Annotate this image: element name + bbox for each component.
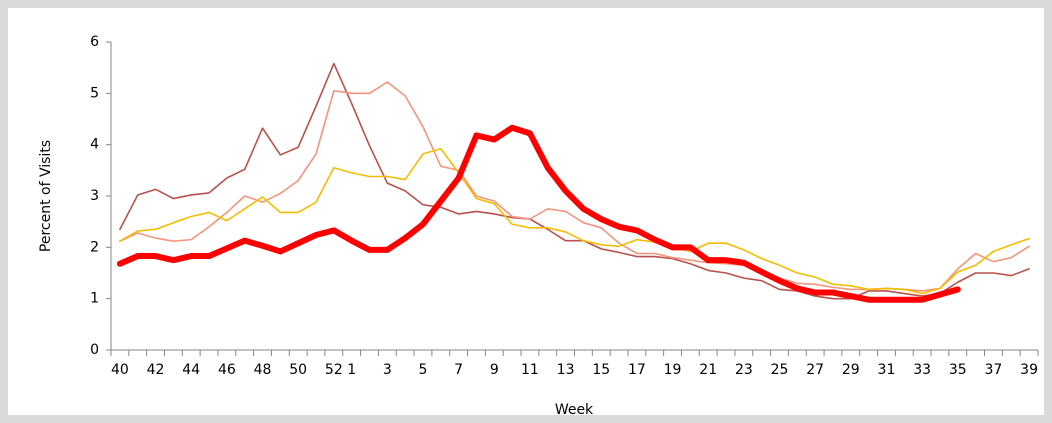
y-tick-label: 2: [90, 239, 99, 255]
y-tick-label: 6: [90, 34, 99, 50]
series-line: [119, 147, 1030, 295]
x-tick-label: 29: [842, 362, 860, 378]
x-tick-label: 9: [490, 362, 499, 378]
x-tick-label: 1: [347, 362, 356, 378]
x-tick-label: 11: [521, 362, 539, 378]
y-tick-label: 4: [90, 137, 99, 153]
x-tick-label: 21: [699, 362, 717, 378]
chart-panel: [8, 8, 1044, 415]
x-tick-label: 42: [147, 362, 165, 378]
x-tick-label: 44: [182, 362, 200, 378]
x-tick-label: 40: [111, 362, 129, 378]
x-tick-label: 39: [1020, 362, 1038, 378]
y-tick-label: 5: [90, 85, 99, 101]
x-tick-label: 15: [592, 362, 610, 378]
x-axis-title: Week: [555, 402, 594, 418]
x-tick-label: 37: [985, 362, 1003, 378]
x-tick-label: 50: [289, 362, 307, 378]
series-line: [119, 62, 1030, 300]
y-axis-title: Percent of Visits: [38, 140, 54, 252]
x-tick-label: 52: [325, 362, 343, 378]
x-tick-label: 35: [949, 362, 967, 378]
x-tick-label: 33: [913, 362, 931, 378]
x-tick-label: 19: [664, 362, 682, 378]
x-tick-label: 48: [254, 362, 272, 378]
y-tick-label: 1: [90, 291, 99, 307]
series-line: [116, 124, 961, 303]
x-tick-label: 7: [454, 362, 463, 378]
x-tick-label: 23: [735, 362, 753, 378]
x-tick-label: 46: [218, 362, 236, 378]
x-tick-label: 31: [878, 362, 896, 378]
x-tick-label: 3: [383, 362, 392, 378]
y-tick-label: 3: [90, 188, 99, 204]
x-tick-label: 27: [806, 362, 824, 378]
x-tick-label: 5: [419, 362, 428, 378]
x-tick-label: 17: [628, 362, 646, 378]
y-tick-label: 0: [90, 342, 99, 358]
x-tick-label: 25: [771, 362, 789, 378]
x-tick-label: 13: [557, 362, 575, 378]
